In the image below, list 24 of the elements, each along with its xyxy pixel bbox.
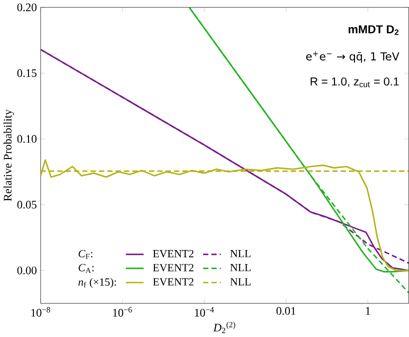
annotation: C$_{A}$:	[78, 264, 94, 274]
annotation: n$_{f}$ (×15):	[78, 278, 116, 288]
annotation: R = 1.0, z$_{cut}$ = 0.1	[310, 78, 399, 88]
x-tick-label: 10$^{−6}$	[113, 307, 132, 317]
y-tick-label: 0.10	[17, 135, 37, 144]
legend-label: EVENT2	[153, 278, 194, 286]
x-tick-label: 10$^{−8}$	[31, 307, 50, 317]
annotation: C$_{F}$:	[78, 250, 92, 260]
legend-label: NLL	[230, 250, 251, 258]
x-axis-title: D$_{2}$(2)	[213, 322, 236, 334]
text: e$^{+}$e$^{−}$ → qq̄, 1 TeV	[306, 52, 400, 63]
text: mMDT D$_{2}$	[348, 26, 399, 36]
legend-label: NLL	[230, 278, 251, 286]
y-axis-title: Relative Probability	[3, 110, 14, 202]
legend-label: EVENT2	[153, 250, 194, 258]
legend-label: EVENT2	[153, 264, 194, 272]
y-tick-label: 0.15	[17, 69, 36, 78]
x-tick-label: 1	[366, 307, 370, 315]
legend-label: NLL	[230, 264, 251, 272]
x-tick-label: 0.01	[276, 307, 296, 316]
y-tick-label: 0.05	[17, 201, 36, 209]
x-tick-label: 10$^{−4}$	[195, 307, 214, 317]
y-tick-label: 0.00	[17, 266, 37, 275]
y-tick-label: 0.20	[17, 4, 37, 12]
